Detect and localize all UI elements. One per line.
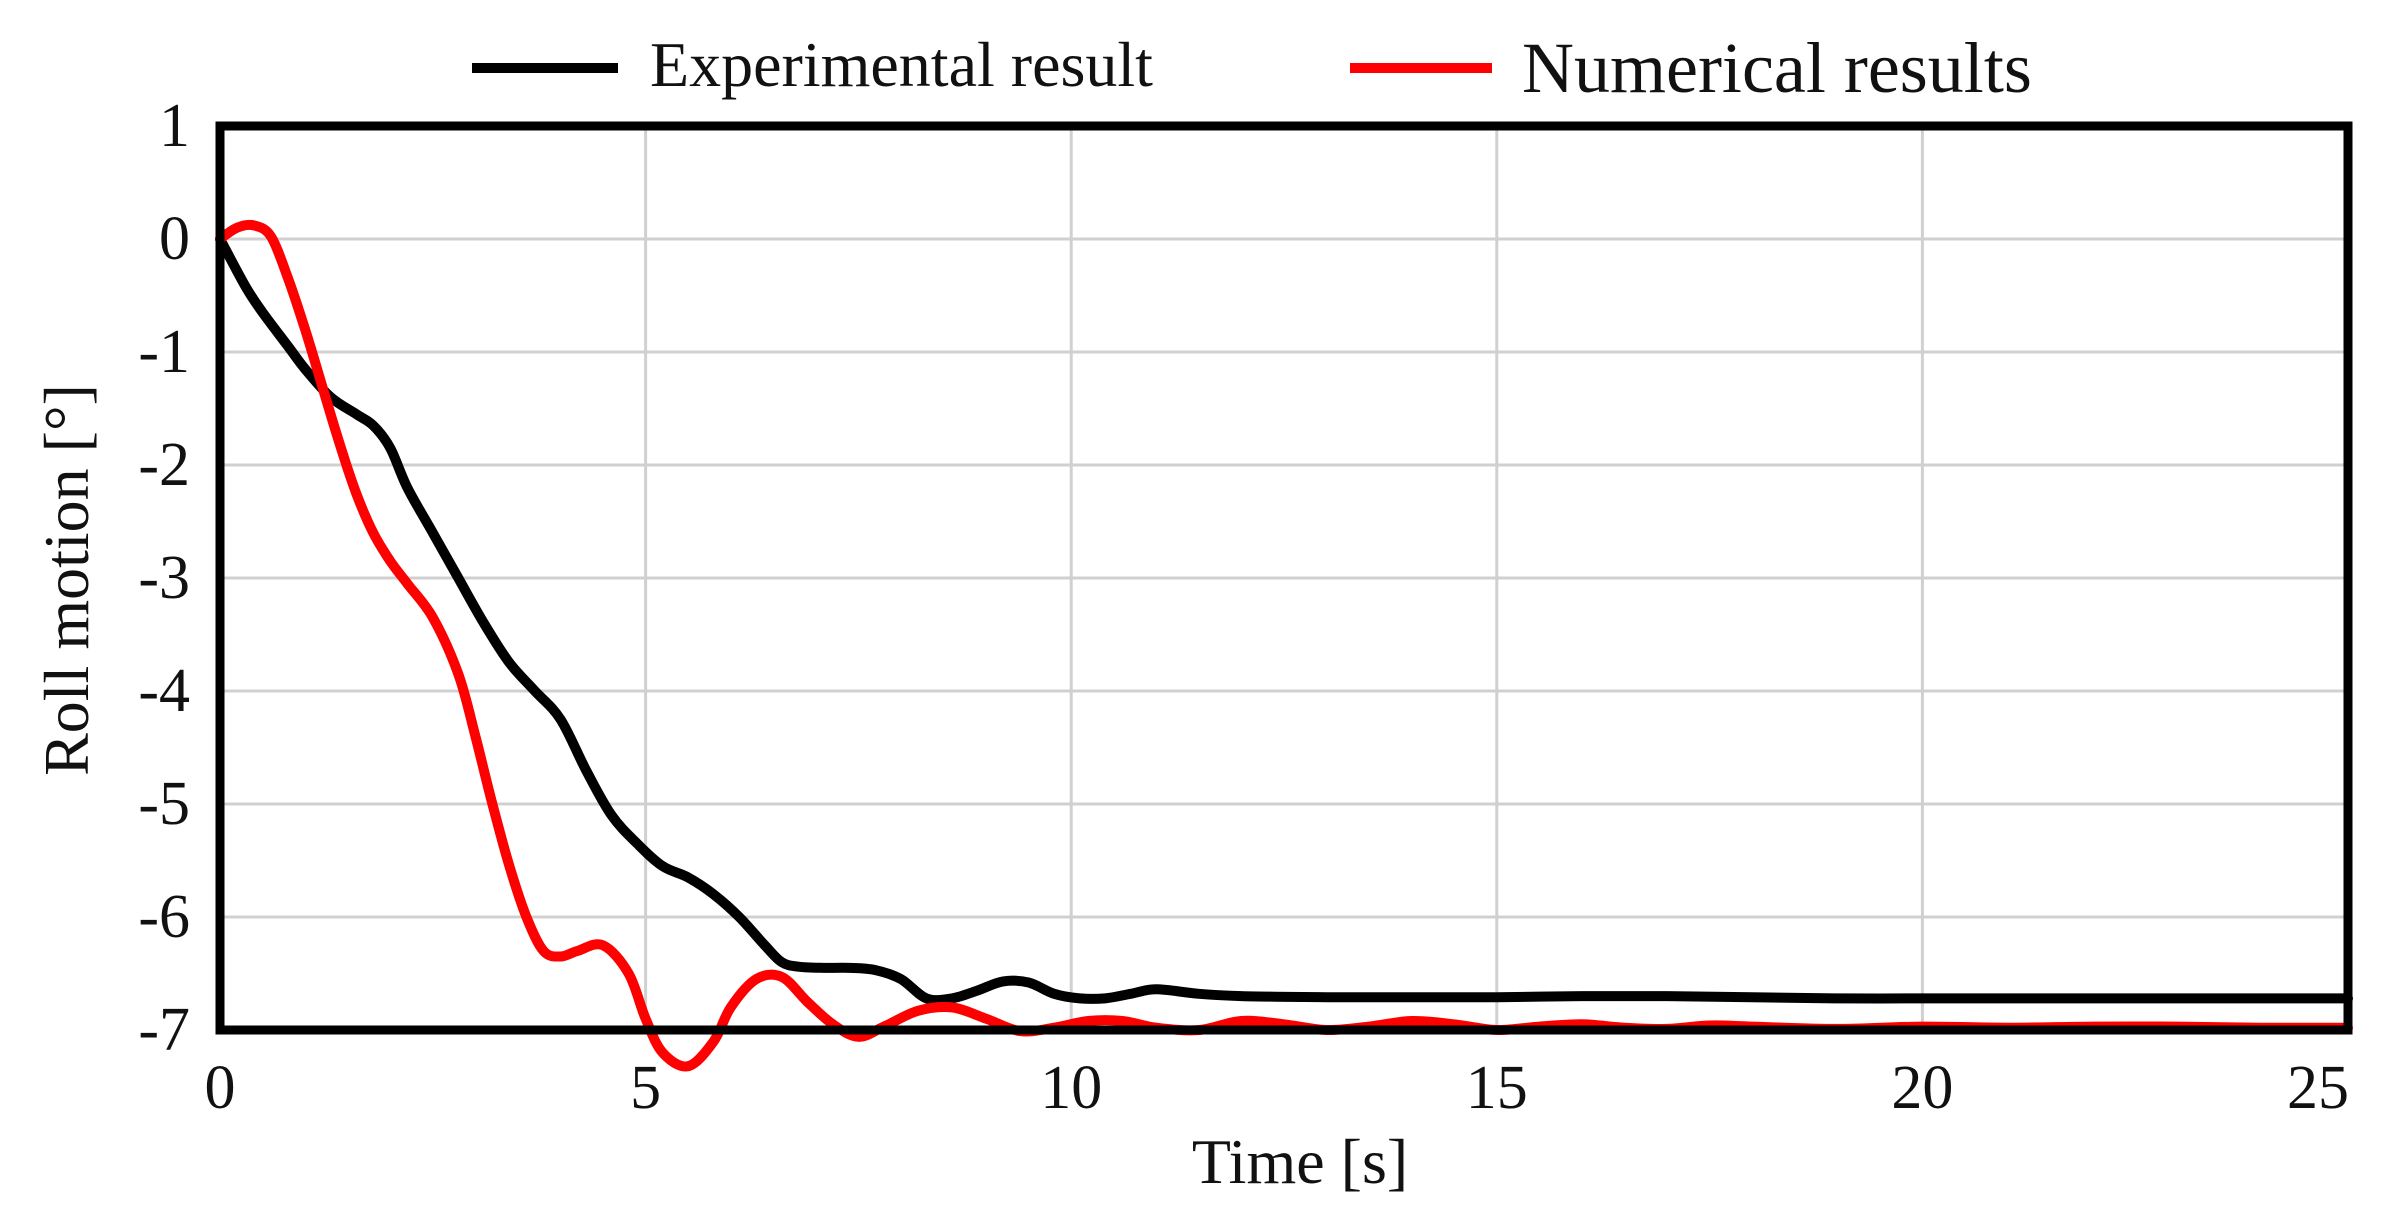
y-tick-label: -6	[138, 883, 190, 951]
y-tick-label: -4	[138, 657, 190, 725]
y-tick-label: -1	[138, 318, 190, 386]
plot-frame	[215, 121, 2353, 1035]
x-tick-label: 15	[1466, 1054, 1528, 1122]
x-axis-title: Time [s]	[1192, 1126, 1408, 1197]
grid-lines	[218, 124, 2350, 1032]
y-tick-label: -3	[138, 544, 190, 612]
y-axis-title: Roll motion [°]	[31, 384, 102, 776]
y-tick-label: -5	[138, 770, 190, 838]
y-tick-label: -7	[138, 996, 190, 1064]
y-tick-labels: 1 0 -1 -2 -3 -4 -5 -6 -7	[138, 92, 190, 1064]
x-tick-label: 10	[1040, 1054, 1102, 1122]
x-tick-label: 0	[205, 1054, 236, 1122]
legend-label-experimental: Experimental result	[650, 29, 1153, 100]
x-tick-labels: 0 5 10 15 20 25	[205, 1054, 2350, 1122]
x-tick-label: 25	[2287, 1054, 2349, 1122]
series-experimental-line	[215, 234, 2353, 1006]
y-tick-label: -2	[138, 431, 190, 499]
y-tick-label: 1	[159, 92, 190, 160]
y-tick-label: 0	[159, 205, 190, 273]
x-tick-label: 5	[630, 1054, 661, 1122]
legend-label-numerical: Numerical results	[1522, 28, 2032, 108]
legend: Experimental result Numerical results	[472, 28, 2032, 108]
x-tick-label: 20	[1891, 1054, 1953, 1122]
